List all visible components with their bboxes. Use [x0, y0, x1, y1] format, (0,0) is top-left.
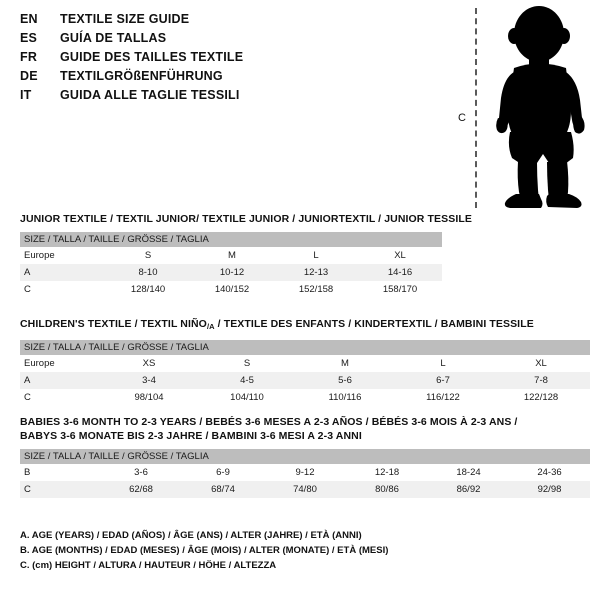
- babies-cell: 62/68: [100, 481, 182, 498]
- children-row-label-a: A: [20, 372, 100, 389]
- section-junior-textile: JUNIOR TEXTILE / TEXTIL JUNIOR/ TEXTILE …: [20, 212, 472, 298]
- language-row-it: IT GUIDA ALLE TAGLIE TESSILI: [20, 88, 440, 107]
- babies-cell: 74/80: [264, 481, 346, 498]
- children-cell: XS: [100, 355, 198, 372]
- junior-table-bar-row: SIZE / TALLA / TAILLE / GRÖSSE / TAGLIA: [20, 232, 443, 247]
- junior-cell: 128/140: [106, 281, 190, 298]
- children-bar-label: SIZE / TALLA / TAILLE / GRÖSSE / TAGLIA: [20, 340, 591, 355]
- junior-cell: 10-12: [190, 264, 274, 281]
- children-cell: S: [198, 355, 296, 372]
- junior-row-label-a: A: [20, 264, 106, 281]
- children-cell: 122/128: [492, 389, 591, 406]
- junior-cell: M: [190, 247, 274, 264]
- babies-cell: 18-24: [428, 464, 509, 481]
- babies-cell: 92/98: [509, 481, 591, 498]
- language-row-en: EN TEXTILE SIZE GUIDE: [20, 12, 440, 31]
- junior-cell: 8-10: [106, 264, 190, 281]
- section-babies-textile: BABIES 3-6 MONTH TO 2-3 YEARS / BEBÉS 3-…: [20, 415, 591, 498]
- section-title-babies-line1: BABIES 3-6 MONTH TO 2-3 YEARS / BEBÉS 3-…: [20, 416, 518, 428]
- babies-bar-label: SIZE / TALLA / TAILLE / GRÖSSE / TAGLIA: [20, 449, 591, 464]
- table-row: Europe S M L XL: [20, 247, 443, 264]
- children-cell: 110/116: [296, 389, 394, 406]
- legend-line-b: B. AGE (MONTHS) / EDAD (MESES) / ÂGE (MO…: [20, 545, 389, 556]
- children-cell: 7-8: [492, 372, 591, 389]
- babies-cell: 9-12: [264, 464, 346, 481]
- language-title-it: GUIDA ALLE TAGLIE TESSILI: [60, 88, 240, 102]
- children-size-table: SIZE / TALLA / TAILLE / GRÖSSE / TAGLIA …: [20, 340, 591, 406]
- babies-table-bar-row: SIZE / TALLA / TAILLE / GRÖSSE / TAGLIA: [20, 449, 591, 464]
- children-table-bar-row: SIZE / TALLA / TAILLE / GRÖSSE / TAGLIA: [20, 340, 591, 355]
- section-title-children: CHILDREN'S TEXTILE / TEXTIL NIÑO/A / TEX…: [20, 317, 590, 334]
- junior-row-label-c: C: [20, 281, 106, 298]
- section-title-children-pre: CHILDREN'S TEXTILE / TEXTIL NIÑO: [20, 318, 207, 330]
- babies-cell: 12-18: [346, 464, 428, 481]
- language-title-en: TEXTILE SIZE GUIDE: [60, 12, 190, 26]
- height-measure-dashed-line-icon: [475, 8, 477, 208]
- legend: A. AGE (YEARS) / EDAD (AÑOS) / ÂGE (ANS)…: [20, 528, 388, 573]
- babies-cell: 3-6: [100, 464, 182, 481]
- section-title-children-sub: /A: [206, 322, 215, 331]
- language-row-fr: FR GUIDE DES TAILLES TEXTILE: [20, 50, 440, 69]
- table-row: A 8-10 10-12 12-13 14-16: [20, 264, 443, 281]
- junior-cell: L: [274, 247, 358, 264]
- junior-bar-label: SIZE / TALLA / TAILLE / GRÖSSE / TAGLIA: [20, 232, 443, 247]
- height-figure: C: [440, 6, 600, 211]
- table-row: A 3-4 4-5 5-6 6-7 7-8: [20, 372, 591, 389]
- junior-cell: 14-16: [358, 264, 443, 281]
- legend-line-a: A. AGE (YEARS) / EDAD (AÑOS) / ÂGE (ANS)…: [20, 530, 362, 541]
- language-title-fr: GUIDE DES TAILLES TEXTILE: [60, 50, 244, 64]
- junior-cell: 140/152: [190, 281, 274, 298]
- section-title-children-post: / TEXTILE DES ENFANTS / KINDERTEXTIL / B…: [214, 318, 534, 330]
- table-row: Europe XS S M L XL: [20, 355, 591, 372]
- measure-label-c: C: [458, 112, 466, 124]
- section-title-junior: JUNIOR TEXTILE / TEXTIL JUNIOR/ TEXTILE …: [20, 213, 472, 225]
- children-cell: 104/110: [198, 389, 296, 406]
- babies-row-label-b: B: [20, 464, 100, 481]
- children-cell: 5-6: [296, 372, 394, 389]
- toddler-silhouette-icon: [496, 6, 585, 208]
- language-code-en: EN: [20, 12, 38, 26]
- babies-cell: 6-9: [182, 464, 264, 481]
- language-header: EN TEXTILE SIZE GUIDE ES GUÍA DE TALLAS …: [20, 12, 440, 107]
- language-code-es: ES: [20, 31, 38, 45]
- language-row-de: DE TEXTILGRÖßENFÜHRUNG: [20, 69, 440, 88]
- junior-size-table: SIZE / TALLA / TAILLE / GRÖSSE / TAGLIA …: [20, 232, 443, 298]
- table-row: C 62/68 68/74 74/80 80/86 86/92 92/98: [20, 481, 591, 498]
- children-cell: L: [394, 355, 492, 372]
- children-row-label-c: C: [20, 389, 100, 406]
- children-cell: M: [296, 355, 394, 372]
- babies-cell: 24-36: [509, 464, 591, 481]
- children-cell: XL: [492, 355, 591, 372]
- table-row: C 98/104 104/110 110/116 116/122 122/128: [20, 389, 591, 406]
- language-code-it: IT: [20, 88, 32, 102]
- junior-cell: S: [106, 247, 190, 264]
- babies-row-label-c: C: [20, 481, 100, 498]
- junior-cell: 152/158: [274, 281, 358, 298]
- babies-cell: 86/92: [428, 481, 509, 498]
- babies-size-table: SIZE / TALLA / TAILLE / GRÖSSE / TAGLIA …: [20, 449, 591, 498]
- children-cell: 3-4: [100, 372, 198, 389]
- table-row: B 3-6 6-9 9-12 12-18 18-24 24-36: [20, 464, 591, 481]
- junior-cell: 12-13: [274, 264, 358, 281]
- babies-cell: 80/86: [346, 481, 428, 498]
- legend-line-c: C. (cm) HEIGHT / ALTURA / HAUTEUR / HÖHE…: [20, 560, 277, 571]
- junior-row-label-europe: Europe: [20, 247, 106, 264]
- section-children-textile: CHILDREN'S TEXTILE / TEXTIL NIÑO/A / TEX…: [20, 317, 591, 406]
- children-cell: 6-7: [394, 372, 492, 389]
- junior-cell: XL: [358, 247, 443, 264]
- table-row: C 128/140 140/152 152/158 158/170: [20, 281, 443, 298]
- children-cell: 98/104: [100, 389, 198, 406]
- language-row-es: ES GUÍA DE TALLAS: [20, 31, 440, 50]
- language-title-de: TEXTILGRÖßENFÜHRUNG: [60, 69, 223, 83]
- section-title-babies-line2: BABYS 3-6 MONATE BIS 2-3 JAHRE / BAMBINI…: [20, 430, 362, 442]
- language-code-de: DE: [20, 69, 38, 83]
- children-cell: 116/122: [394, 389, 492, 406]
- babies-cell: 68/74: [182, 481, 264, 498]
- children-cell: 4-5: [198, 372, 296, 389]
- language-title-es: GUÍA DE TALLAS: [60, 31, 167, 45]
- children-row-label-europe: Europe: [20, 355, 100, 372]
- junior-cell: 158/170: [358, 281, 443, 298]
- language-code-fr: FR: [20, 50, 38, 64]
